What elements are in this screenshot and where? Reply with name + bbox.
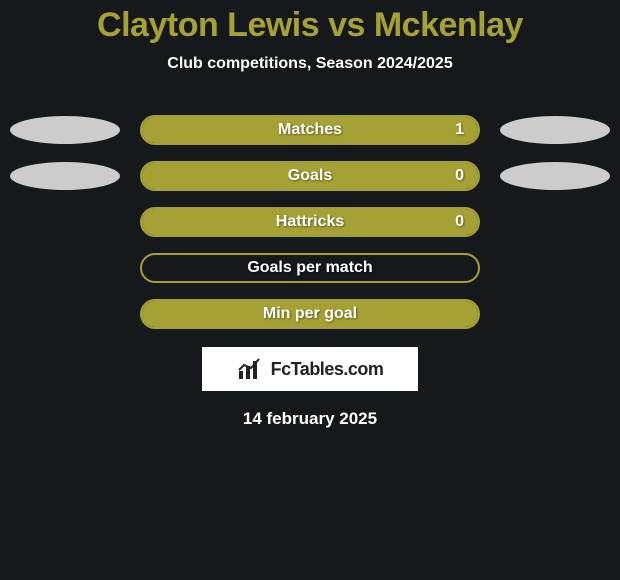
ellipse-spacer	[500, 254, 610, 282]
stat-bar-value: 0	[455, 213, 464, 231]
stat-row: Goals 0	[0, 161, 620, 191]
stat-bar-label: Matches	[278, 121, 342, 139]
ellipse-spacer	[10, 254, 120, 282]
stat-bar-value: 1	[455, 121, 464, 139]
stat-bar-label: Min per goal	[263, 305, 357, 323]
stat-bar: Goals 0	[140, 161, 480, 191]
stat-bar-label: Goals per match	[247, 259, 372, 277]
chart-icon	[237, 357, 265, 381]
stat-row: Hattricks 0	[0, 207, 620, 237]
subtitle: Club competitions, Season 2024/2025	[0, 55, 620, 73]
container: Clayton Lewis vs Mckenlay Club competiti…	[0, 0, 620, 429]
stat-row: Goals per match	[0, 253, 620, 283]
stat-bar: Min per goal	[140, 299, 480, 329]
fctables-logo[interactable]: FcTables.com	[202, 347, 418, 391]
logo-text: FcTables.com	[271, 359, 384, 380]
ellipse-spacer	[10, 300, 120, 328]
stat-bar: Hattricks 0	[140, 207, 480, 237]
ellipse-spacer	[10, 208, 120, 236]
stat-row: Min per goal	[0, 299, 620, 329]
stat-bar-label: Hattricks	[276, 213, 344, 231]
stat-bar-value: 0	[455, 167, 464, 185]
page-title: Clayton Lewis vs Mckenlay	[0, 6, 620, 45]
date-label: 14 february 2025	[0, 409, 620, 429]
stat-bar: Goals per match	[140, 253, 480, 283]
ellipse-spacer	[500, 208, 610, 236]
player2-ellipse	[500, 162, 610, 190]
player1-ellipse	[10, 116, 120, 144]
player1-ellipse	[10, 162, 120, 190]
stat-row: Matches 1	[0, 115, 620, 145]
stat-bar: Matches 1	[140, 115, 480, 145]
player2-ellipse	[500, 116, 610, 144]
ellipse-spacer	[500, 300, 610, 328]
bars-area: Matches 1 Goals 0 Hattricks 0 Goals per match M…	[0, 115, 620, 329]
stat-bar-label: Goals	[288, 167, 332, 185]
